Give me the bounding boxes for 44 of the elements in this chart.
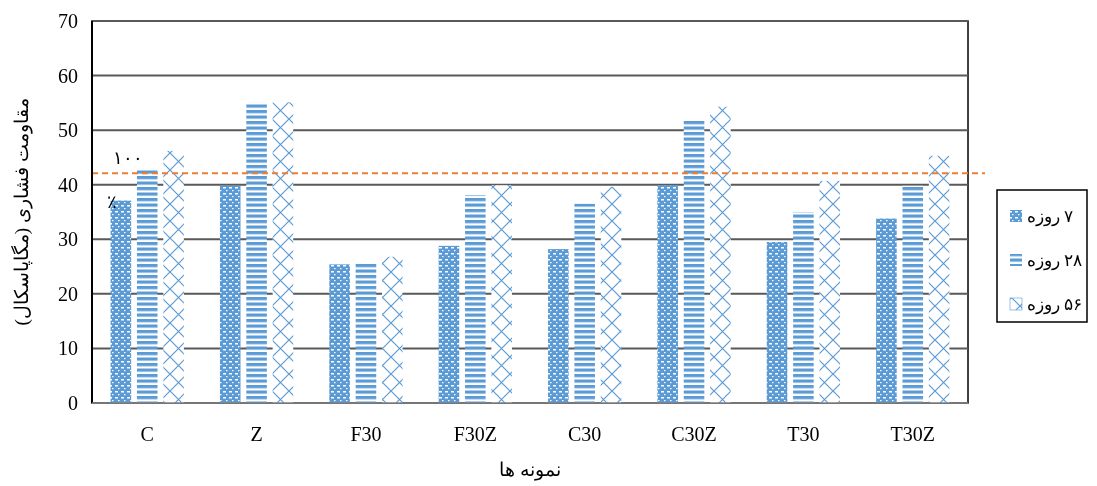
bar: [710, 106, 731, 403]
bar: [600, 186, 622, 403]
bar: [382, 256, 403, 403]
legend-label: ۷ روزه: [1027, 207, 1074, 227]
bar: [876, 218, 897, 403]
bar: [329, 264, 350, 403]
text: ۱۰۰ ٪: [107, 148, 143, 213]
x-tick-label: C: [140, 423, 154, 445]
bar: [548, 249, 569, 403]
bar: [219, 185, 241, 403]
y-tick-label: 20: [58, 282, 78, 305]
bar: [657, 185, 678, 403]
y-tick-label: 50: [58, 119, 78, 142]
x-tick-label: T30Z: [890, 423, 935, 445]
y-tick-label: 0: [68, 392, 78, 414]
y-tick-label: 70: [58, 10, 78, 32]
legend-label: ۵۶ روزه: [1027, 295, 1083, 315]
y-axis-title: مقاومت فشاری (مگاپاسکال): [10, 98, 33, 326]
x-tick-label: T30: [787, 423, 820, 445]
y-tick-label: 40: [58, 173, 78, 196]
x-tick-label: C30: [568, 423, 602, 445]
bar: [574, 203, 595, 403]
bar: [163, 150, 184, 403]
bar: [465, 195, 486, 403]
x-tick-label: Z: [250, 423, 263, 445]
legend-label: ۲۸ روزه: [1027, 251, 1083, 271]
x-tick-label: C30Z: [671, 423, 717, 445]
bar: [246, 102, 267, 403]
bar: [928, 155, 950, 403]
x-axis-title: نمونه ها: [499, 459, 561, 481]
bar: [136, 168, 158, 403]
bar: [272, 102, 294, 403]
y-tick-label: 10: [58, 337, 78, 360]
y-tick-label: 60: [58, 64, 78, 87]
bar: [819, 180, 841, 403]
bar: [683, 120, 705, 403]
y-tick-label: 30: [58, 228, 78, 251]
x-tick-label: F30: [350, 423, 382, 445]
bar: [793, 212, 814, 403]
bar: [355, 262, 377, 403]
bar: [438, 245, 460, 403]
bar: [902, 185, 924, 403]
bar: [766, 242, 788, 403]
x-tick-label: F30Z: [453, 423, 497, 445]
